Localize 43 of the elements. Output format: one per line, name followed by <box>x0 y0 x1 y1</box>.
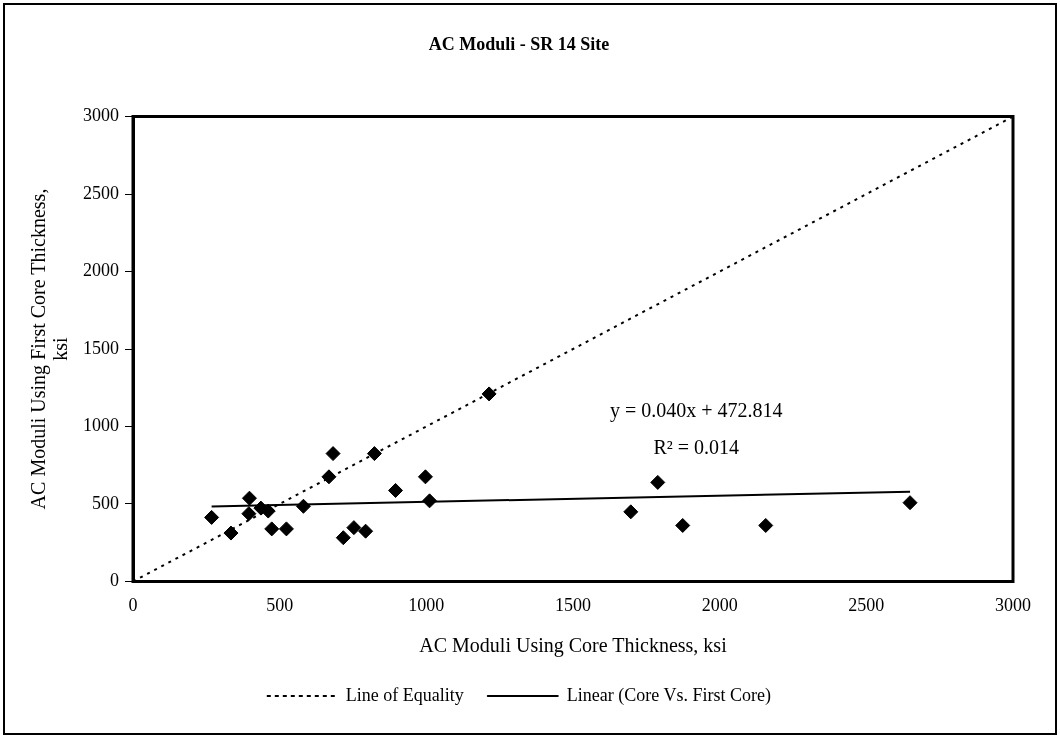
point <box>241 506 257 522</box>
point <box>358 523 374 539</box>
point <box>650 474 666 490</box>
point <box>623 504 639 520</box>
y-tick-label: 500 <box>92 492 119 513</box>
x-tick-label: 2500 <box>848 594 885 615</box>
point <box>223 525 239 541</box>
chart-title: AC Moduli - SR 14 Site <box>428 34 610 55</box>
x-tick-label: 1500 <box>555 594 591 615</box>
x-tick-label: 1000 <box>408 594 445 615</box>
y-tick-label: 0 <box>110 570 119 591</box>
x-tick-label: 2000 <box>701 594 738 615</box>
x-tick-label: 0 <box>128 594 138 615</box>
x-tick-label: 500 <box>266 594 294 615</box>
point <box>481 386 497 402</box>
point <box>241 490 257 506</box>
y-tick-label: 1500 <box>83 337 119 358</box>
point <box>204 509 220 525</box>
point <box>902 495 918 511</box>
point <box>758 517 774 533</box>
point <box>422 493 438 509</box>
y-tick-label: 1000 <box>83 415 119 436</box>
point <box>346 520 362 536</box>
y-axis-title: AC Moduli Using First Core Thickness, ksi <box>27 188 72 510</box>
x-axis-title: AC Moduli Using Core Thickness, ksi <box>419 634 728 658</box>
x-tick-label: 3000 <box>995 594 1031 615</box>
legend-label: Line of Equality <box>345 684 464 705</box>
annotation: y = 0.040x + 472.814 <box>609 399 783 422</box>
point <box>321 469 337 485</box>
point <box>325 446 341 462</box>
annotation: R² = 0.014 <box>653 436 740 459</box>
point <box>295 498 311 514</box>
legend-label: Linear (Core Vs. First Core) <box>566 684 771 706</box>
y-tick-label: 2500 <box>83 182 119 203</box>
point <box>675 517 691 533</box>
point <box>264 521 280 537</box>
point <box>335 530 351 546</box>
point <box>417 469 433 485</box>
y-tick-label: 2000 <box>83 260 119 281</box>
point <box>278 521 294 537</box>
point <box>366 446 382 462</box>
y-tick-label: 3000 <box>83 105 119 126</box>
point <box>388 482 404 498</box>
